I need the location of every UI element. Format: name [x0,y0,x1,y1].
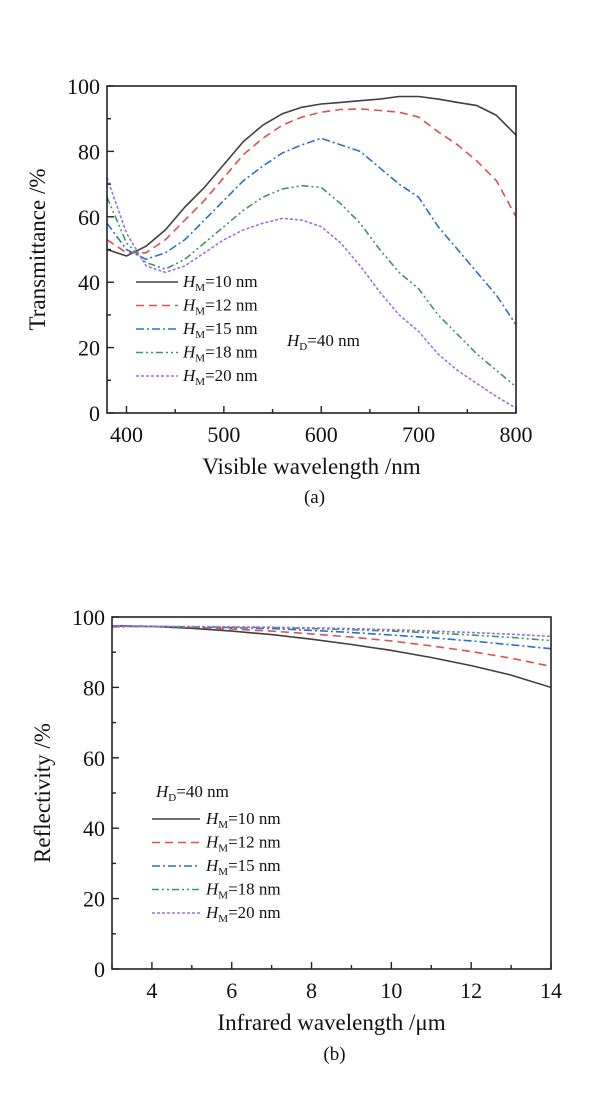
legend-label-symbol: H [205,809,220,828]
legend-label-value: =12 nm [228,833,281,852]
y-tick-label: 80 [83,675,105,700]
legend-label: HM=18 nm [205,880,281,902]
x-tick-label: 14 [540,978,562,1003]
legend-label: HM=15 nm [182,319,258,341]
y-axis-title: Transmittance /% [25,168,50,330]
legend-label-symbol: H [182,296,197,315]
legend-label-value: =15 nm [205,319,258,338]
x-tick-label: 4 [146,978,157,1003]
annotation-hd-value: =40 nm [176,782,229,801]
legend-label: HM=20 nm [182,366,258,388]
annotation-hd-symbol: H [155,782,170,801]
y-tick-label: 20 [78,336,100,361]
legend-label-subscript: M [218,866,228,878]
panel-caption: (b) [323,1044,345,1065]
legend-label-symbol: H [182,319,197,338]
legend-label: HM=12 nm [182,296,258,318]
legend-label-symbol: H [205,903,220,922]
y-tick-label: 80 [78,139,100,164]
annotation-hd-subscript: D [168,792,176,804]
legend-label-subscript: M [218,913,228,925]
legend-label-symbol: H [205,880,220,899]
legend-label-symbol: H [205,833,220,852]
legend-label-subscript: M [195,353,205,365]
y-tick-label: 100 [72,605,105,630]
x-tick-label: 10 [380,978,402,1003]
x-tick-label: 500 [207,422,240,447]
y-tick-label: 40 [83,816,105,841]
y-tick-label: 20 [83,887,105,912]
x-tick-label: 700 [402,422,435,447]
series-line-12nm [107,108,516,254]
x-axis-title: Infrared wavelength /μm [217,1010,445,1035]
annotation-hd-value: =40 nm [307,331,360,350]
x-tick-label: 800 [500,422,533,447]
legend-label-symbol: H [182,366,197,385]
panel-caption: (a) [304,487,325,508]
series-line-10nm [107,95,516,257]
y-tick-label: 100 [67,74,100,99]
series-line-15nm [107,137,516,326]
legend-label-value: =18 nm [228,880,281,899]
y-axis-title: Reflectivity /% [30,723,55,863]
legend-label-value: =12 nm [205,296,258,315]
legend-label-subscript: M [218,890,228,902]
series-line-15nm [112,625,551,650]
legend-label: HM=15 nm [205,856,281,878]
x-axis-title: Visible wavelength /nm [202,454,420,479]
legend-label: HM=10 nm [182,272,258,294]
chart-panel-b: 4 6 8 10 12 14 0 20 40 60 80 100 Infrared wavelength… [30,605,562,1065]
x-tick-label: 400 [110,422,143,447]
legend-label: HM=20 nm [205,903,281,925]
legend-label-subscript: M [218,819,228,831]
x-tick-label: 600 [305,422,338,447]
legend-label-value: =10 nm [205,272,258,291]
legend-label-value: =20 nm [205,366,258,385]
annotation-hd-symbol: H [286,331,301,350]
annotation-hd: HD=40 nm [286,331,360,353]
series-line-12nm [112,625,551,668]
series-line-20nm [112,625,551,638]
annotation-hd: HD=40 nm [155,782,229,804]
series-line-18nm [107,184,516,388]
y-tick-label: 60 [78,205,100,230]
plot-frame [106,85,517,414]
legend-label-subscript: M [195,329,205,341]
legend-label-value: =20 nm [228,903,281,922]
x-tick-label: 12 [460,978,482,1003]
legend-label: HM=18 nm [182,343,258,365]
legend-label-value: =10 nm [228,809,281,828]
legend-label-value: =15 nm [228,856,281,875]
x-tick-label: 8 [306,978,317,1003]
series-line-20nm [107,177,516,409]
y-tick-label: 40 [78,270,100,295]
legend-label-symbol: H [182,343,197,362]
legend-label: HM=10 nm [205,809,281,831]
legend-label-symbol: H [182,272,197,291]
legend-label-subscript: M [195,282,205,294]
chart-panel-a: 400 500 600 700 800 0 20 40 60 80 100 Visible wavel… [25,74,533,508]
annotation-hd-subscript: D [299,341,307,353]
x-tick-label: 6 [226,978,237,1003]
series-line-18nm [112,625,551,642]
legend-label-subscript: M [218,843,228,855]
legend-label-subscript: M [195,376,205,388]
series-line-10nm [112,625,551,689]
y-tick-label: 0 [94,957,105,982]
legend-label-symbol: H [205,856,220,875]
legend-label-subscript: M [195,306,205,318]
y-tick-label: 60 [83,746,105,771]
y-tick-label: 0 [89,401,100,426]
legend-label: HM=12 nm [205,833,281,855]
legend-label-value: =18 nm [205,343,258,362]
